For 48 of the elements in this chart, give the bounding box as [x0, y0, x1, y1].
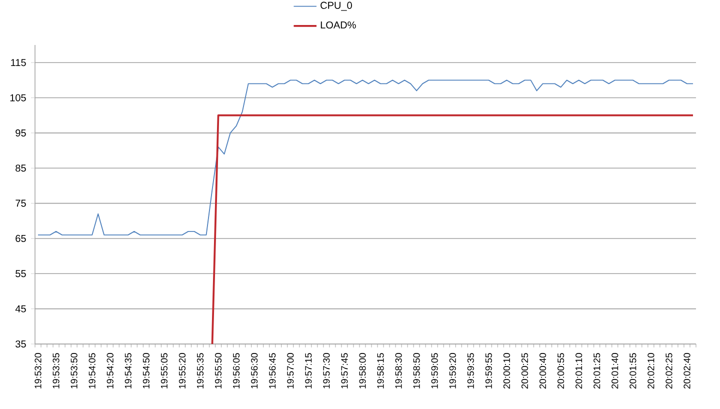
x-tick-label: 19:58:50 — [413, 353, 420, 388]
x-tick-label: 19:54:20 — [106, 353, 114, 388]
x-tick-label: 20:00:25 — [521, 353, 528, 389]
y-tick-label: 105 — [10, 94, 26, 102]
x-tick-label: 19:53:50 — [70, 353, 78, 388]
y-tick-label: 115 — [11, 59, 26, 66]
y-tick-label: 55 — [16, 270, 26, 278]
x-tick-label: 19:59:55 — [485, 353, 492, 388]
y-tick-label: 45 — [15, 305, 26, 312]
legend-label: CPU_0 — [320, 2, 352, 11]
y-tick-label: 85 — [16, 164, 26, 172]
x-tick-label: 19:58:00 — [359, 353, 366, 388]
x-tick-label: 20:02:10 — [648, 353, 654, 389]
x-tick-label: 19:55:20 — [178, 353, 186, 388]
x-tick-label: 20:02:40 — [684, 353, 690, 389]
x-tick-label: 19:56:30 — [251, 353, 258, 388]
x-tick-label: 20:01:25 — [594, 353, 600, 389]
x-tick-label: 19:59:05 — [431, 353, 438, 388]
x-tick-label: 19:54:35 — [124, 353, 132, 388]
x-tick-label: 19:53:20 — [34, 353, 42, 388]
x-tick-label: 19:53:35 — [52, 353, 60, 388]
x-tick-label: 20:01:40 — [612, 353, 618, 389]
x-tick-label: 19:57:15 — [305, 353, 312, 388]
x-tick-label: 19:56:05 — [233, 353, 240, 388]
x-tick-label: 19:59:20 — [449, 353, 456, 388]
x-tick-label: 20:00:40 — [539, 353, 546, 389]
y-tick-label: 95 — [16, 129, 26, 136]
x-tick-label: 19:57:45 — [341, 353, 348, 388]
x-tick-label: 19:54:05 — [88, 353, 96, 388]
y-tick-label: 75 — [16, 200, 26, 207]
x-tick-label: 19:57:00 — [287, 353, 294, 388]
x-tick-label: 20:00:10 — [503, 353, 510, 389]
x-tick-label: 19:55:05 — [160, 353, 168, 388]
y-tick-label: 35 — [16, 340, 26, 348]
legend-label: LOAD% — [320, 21, 356, 29]
y-tick-label: 65 — [16, 234, 26, 242]
x-tick-label: 19:57:30 — [323, 353, 330, 388]
x-tick-label: 19:59:35 — [467, 353, 474, 388]
x-tick-label: 19:55:35 — [196, 353, 204, 388]
x-tick-label: 20:02:25 — [666, 353, 672, 389]
x-tick-label: 19:55:50 — [214, 353, 222, 388]
x-tick-label: 20:01:10 — [576, 353, 582, 389]
x-tick-label: 19:58:15 — [377, 353, 384, 388]
x-tick-label: 19:58:30 — [395, 353, 402, 388]
x-tick-label: 19:56:45 — [269, 353, 276, 388]
x-tick-label: 20:01:55 — [630, 353, 636, 389]
x-tick-label: 19:54:50 — [142, 353, 150, 388]
x-tick-label: 20:00:55 — [558, 353, 564, 389]
